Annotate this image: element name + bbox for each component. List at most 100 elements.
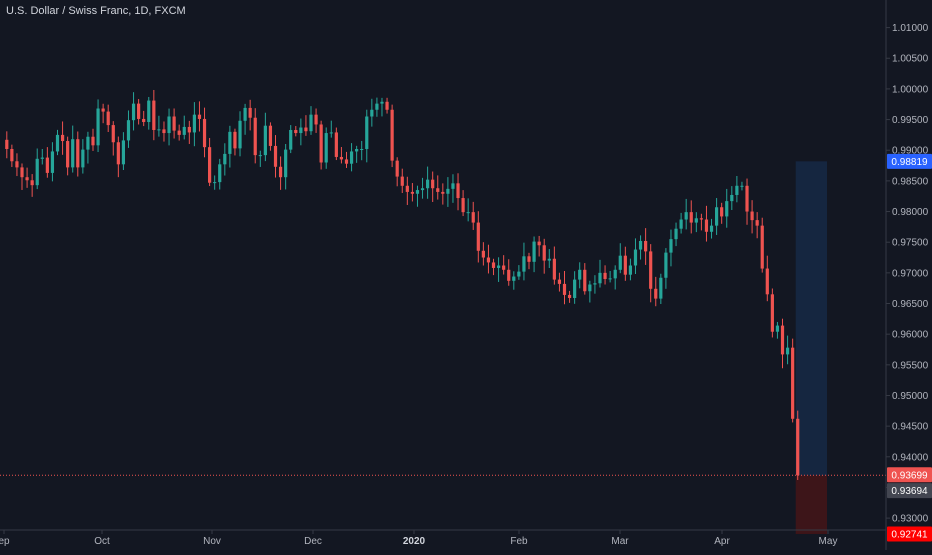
candle [131, 92, 136, 131]
candle [725, 188, 729, 228]
candle [96, 99, 100, 153]
candle-body [654, 288, 658, 299]
price-tick-label: 0.98500 [892, 176, 929, 187]
candle [289, 125, 293, 154]
candle-body [517, 271, 521, 277]
candle-body [557, 279, 562, 284]
price-tick-label: 0.98000 [892, 207, 929, 218]
candle [137, 99, 141, 125]
candle-body [121, 140, 126, 165]
candle [436, 175, 440, 200]
candle [720, 202, 724, 224]
candle [420, 177, 425, 199]
candle [649, 244, 653, 303]
candle-body [466, 212, 470, 214]
candle [355, 145, 359, 163]
candle [522, 242, 526, 281]
price-tick-label: 0.95000 [892, 391, 929, 402]
chart-title: U.S. Dollar / Swiss Franc, 1D, FXCM [6, 5, 186, 17]
candle-body [45, 157, 49, 173]
candle-body [476, 222, 480, 251]
candle [669, 229, 673, 267]
candle [228, 125, 232, 168]
candle-body [785, 347, 790, 355]
price-tick-label: 1.00000 [892, 84, 929, 95]
candle-body [20, 167, 24, 178]
candle [502, 255, 506, 275]
candle [684, 198, 688, 230]
candle [770, 288, 774, 338]
time-tick-label: Dec [304, 536, 322, 547]
candle-body [167, 116, 171, 134]
candle-body [253, 117, 257, 156]
candle [142, 110, 146, 127]
time-tick-label: Apr [714, 536, 730, 547]
candle [405, 176, 409, 205]
candle [537, 235, 541, 257]
candle-body [796, 418, 800, 476]
candle-body [101, 108, 105, 112]
candle-body [111, 125, 115, 143]
candle-body [349, 151, 354, 164]
candle-body [192, 114, 196, 133]
candle-body [684, 212, 688, 220]
candle-body [405, 185, 409, 192]
candle-body [126, 120, 131, 141]
candle-body [420, 188, 425, 191]
candle [775, 321, 780, 339]
candle-body [218, 164, 222, 183]
candle [654, 276, 658, 307]
candle-body [385, 101, 389, 110]
candle [147, 96, 151, 130]
price-tick-label: 0.96500 [892, 299, 929, 310]
candle [552, 246, 556, 285]
candle-body [248, 107, 252, 118]
candle-body [537, 241, 541, 246]
candle [659, 273, 663, 304]
candle-body [15, 161, 19, 168]
candle [507, 259, 511, 286]
candle [395, 157, 399, 187]
candle [765, 255, 769, 302]
candle [689, 200, 693, 234]
candle [218, 158, 222, 190]
candle [101, 103, 105, 124]
candle-body [436, 188, 440, 192]
candles [5, 89, 800, 480]
candle [370, 98, 374, 127]
time-tick-label: Feb [510, 536, 528, 547]
candle-body [507, 269, 511, 281]
candle [664, 248, 668, 289]
candle [278, 156, 283, 190]
candle-body [735, 185, 739, 195]
candle-body [91, 136, 95, 146]
price-labels: 0.98819 0.93699 0.93694 0.92741 [887, 153, 932, 542]
candle [745, 178, 749, 225]
candle [15, 153, 19, 177]
candle [618, 243, 622, 274]
time-axis[interactable]: ep Oct Nov Dec 2020 Feb Mar Apr May [0, 529, 886, 547]
stop-zone [795, 475, 827, 534]
candle-body [446, 188, 450, 194]
price-tick-label: 0.95500 [892, 360, 929, 371]
price-axis[interactable]: 0.930000.935000.940000.945000.950000.955… [885, 0, 929, 550]
candle-body [552, 258, 556, 280]
candle [380, 97, 384, 117]
candle [740, 181, 744, 191]
candle-body [238, 120, 242, 149]
candle-body [715, 207, 719, 226]
candle-body [578, 269, 582, 280]
candle [638, 235, 643, 260]
candle [496, 257, 501, 282]
candle-body [304, 127, 308, 132]
candle-body [309, 114, 313, 132]
candle-body [456, 183, 460, 199]
candle-body [182, 126, 186, 135]
candle-body [567, 294, 572, 298]
candle-body [344, 159, 349, 164]
candle [699, 213, 703, 231]
candle-body [694, 218, 698, 223]
candle-body [370, 109, 374, 117]
